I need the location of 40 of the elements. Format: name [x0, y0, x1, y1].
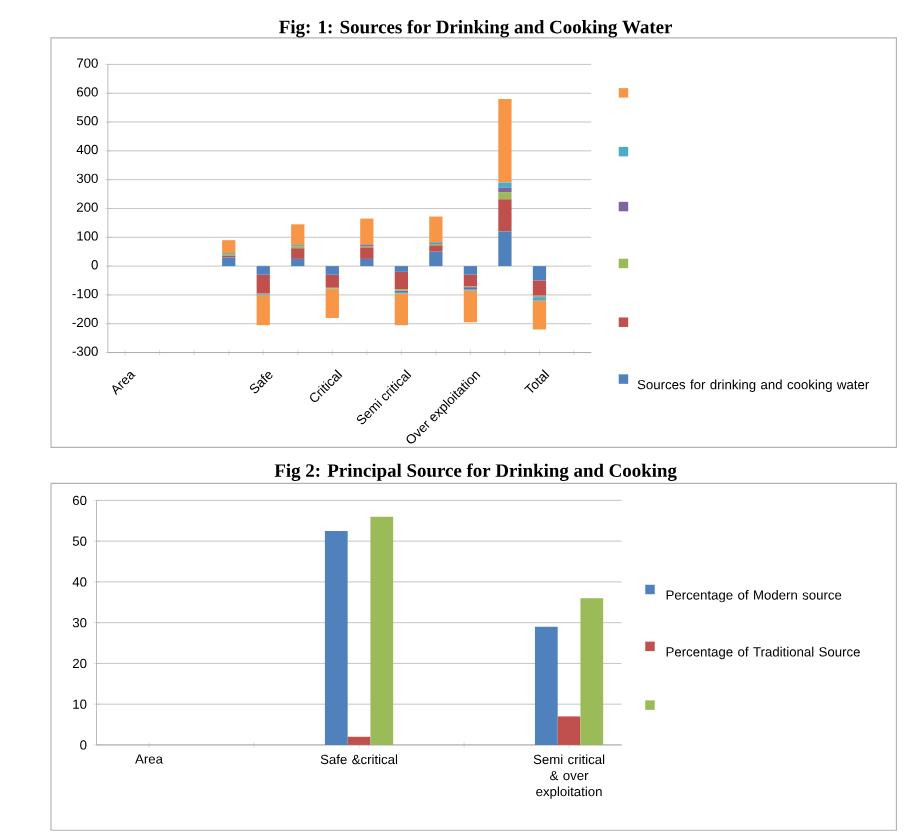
bar [222, 257, 236, 267]
bar [498, 99, 512, 183]
bar [463, 274, 478, 287]
bar [256, 295, 270, 326]
bar [360, 247, 374, 259]
bar [222, 240, 236, 254]
bar [291, 248, 305, 259]
bar [498, 231, 512, 267]
bar [394, 271, 408, 290]
bar [347, 736, 371, 745]
bar [463, 290, 478, 323]
chart-title: Fig 2: Principal Source for Drinking and Cooking [274, 463, 677, 481]
bar [429, 245, 443, 252]
bar [325, 289, 339, 318]
bar [394, 266, 408, 272]
bar [394, 293, 408, 326]
bar [532, 266, 547, 281]
bar [498, 187, 512, 193]
chart-title: Fig: 1: Sources for Drinking and Cooking Water [279, 19, 673, 38]
bar [498, 182, 512, 188]
bar [580, 598, 604, 745]
bar [291, 258, 305, 267]
bar [429, 251, 443, 267]
bar [498, 199, 512, 232]
bar [360, 218, 374, 245]
bar [325, 266, 339, 275]
bar [291, 224, 305, 246]
bar [557, 716, 581, 745]
bar [360, 258, 374, 267]
bar [429, 216, 443, 243]
bar [532, 300, 547, 330]
bar [463, 266, 478, 275]
bar [256, 266, 270, 275]
bar [256, 274, 270, 294]
bar [325, 274, 339, 288]
bar [324, 530, 348, 745]
bar [498, 192, 512, 200]
bar [370, 516, 394, 745]
bar [534, 626, 558, 745]
bar [532, 280, 547, 296]
